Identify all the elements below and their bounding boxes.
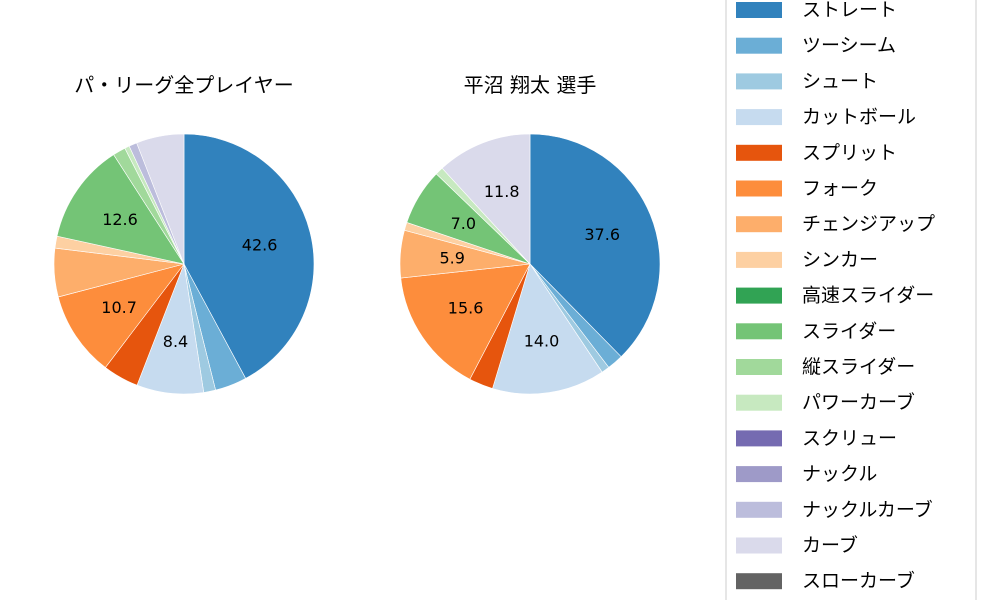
legend-label-7: シンカー (802, 249, 878, 271)
slice-label-1-9: 7.0 (451, 214, 476, 233)
legend-label-3: カットボール (802, 106, 916, 128)
slice-label-1-6: 5.9 (439, 249, 464, 268)
legend-label-11: パワーカーブ (802, 391, 915, 414)
legend-label-5: フォーク (802, 178, 878, 200)
legend-swatch-16 (736, 573, 782, 590)
slice-label-1-3: 14.0 (524, 332, 560, 351)
chart-title-all-players: パ・リーグ全プレイヤー (74, 73, 293, 97)
legend-label-15: カーブ (802, 534, 858, 557)
pie-slice-1-0 (529, 133, 661, 358)
pie-slice-1-15 (441, 133, 531, 265)
legend-label-9: スライダー (802, 320, 896, 342)
legend-frame (725, 0, 977, 600)
pie-slice-0-5 (57, 263, 185, 368)
legend-swatch-12 (736, 430, 782, 447)
pie-slice-0-15 (136, 133, 185, 265)
pie-chart-all-players: 42.6 8.4 10.7 12.6 パ・リーグ全プレイヤー (53, 73, 315, 395)
legend-label-13: ナックル (802, 463, 877, 485)
legend-label-0: ストレート (802, 0, 897, 21)
legend-swatch-5 (736, 180, 782, 197)
pie-slice-1-3 (492, 263, 603, 395)
legend-swatch-14 (736, 501, 782, 518)
legend-swatch-8 (736, 287, 782, 304)
legend-swatch-6 (736, 216, 782, 233)
legend-swatch-9 (736, 323, 782, 340)
legend-label-12: スクリュー (802, 427, 897, 449)
legend-swatch-2 (736, 73, 782, 90)
legend-label-14: ナックルカーブ (802, 498, 933, 521)
legend-swatch-11 (736, 394, 782, 411)
slice-label-1-5: 15.6 (448, 299, 484, 318)
legend-swatch-10 (736, 359, 782, 375)
slice-label-0-0: 42.6 (242, 235, 278, 254)
legend-swatch-0 (736, 2, 782, 18)
legend-label-8: 高速スライダー (802, 285, 934, 307)
legend-label-2: シュート (802, 70, 878, 92)
legend: ストレートツーシームシュートカットボールスプリットフォークチェンジアップシンカー… (725, 0, 977, 600)
slice-label-0-9: 12.6 (102, 210, 138, 229)
slice-label-0-5: 10.7 (101, 298, 137, 317)
slice-label-1-0: 37.6 (584, 225, 620, 244)
chart-title-player: 平沼 翔太 選手 (464, 73, 597, 97)
legend-swatch-1 (736, 37, 782, 54)
pie-slice-0-9 (56, 154, 185, 265)
pie-slice-1-5 (400, 263, 531, 380)
legend-label-6: チェンジアップ (802, 213, 935, 235)
slice-label-1-15: 11.8 (484, 182, 520, 201)
legend-swatch-15 (736, 537, 782, 554)
legend-label-1: ツーシーム (802, 35, 896, 57)
legend-label-16: スローカーブ (802, 569, 915, 592)
slice-label-0-3: 8.4 (163, 332, 188, 351)
legend-label-4: スプリット (802, 142, 897, 164)
legend-swatch-4 (736, 144, 782, 161)
legend-swatch-7 (736, 251, 782, 268)
legend-swatch-13 (736, 466, 782, 483)
legend-swatch-3 (736, 109, 782, 126)
legend-label-10: 縦スライダー (802, 356, 915, 378)
pie-slice-0-0 (183, 133, 315, 379)
pie-chart-player: 37.6 14.0 15.6 5.9 7.0 11.8 平沼 翔太 選手 (399, 73, 661, 395)
